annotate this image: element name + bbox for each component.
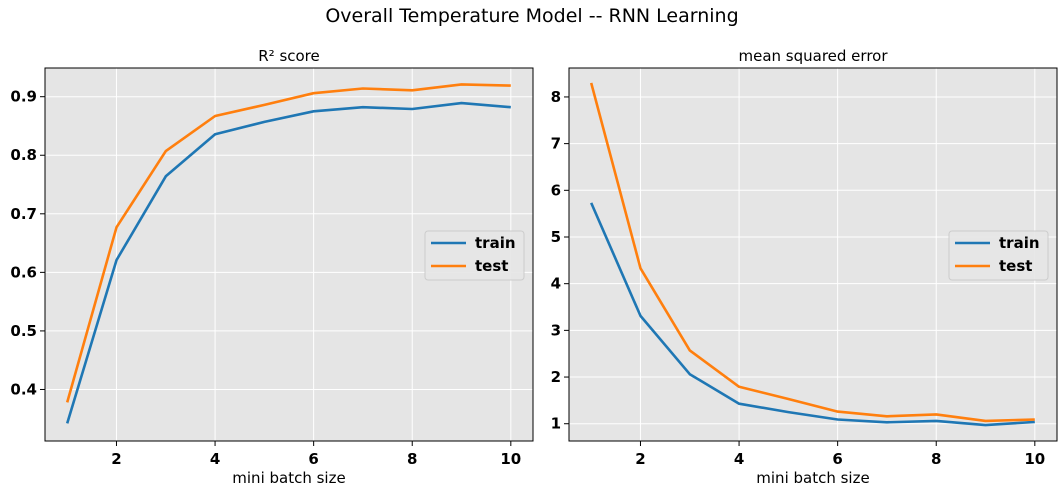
train-legend-label: train — [475, 234, 516, 252]
x-tick-label: 6 — [832, 450, 842, 468]
y-tick-label: 0.6 — [10, 263, 37, 281]
y-tick-label: 0.9 — [10, 88, 37, 106]
test-series-line — [589, 82, 1035, 423]
x-tick-label: 10 — [500, 450, 521, 468]
y-tick-label: 0.8 — [10, 146, 37, 164]
test-series-line — [65, 83, 511, 403]
y-tick-label: 8 — [551, 88, 561, 106]
x-axis-label: mini batch size — [756, 469, 869, 487]
x-tick-label: 10 — [1024, 450, 1045, 468]
legend: train test — [948, 230, 1049, 281]
y-tick-label: 0.7 — [10, 205, 37, 223]
y-tick-label: 1 — [551, 415, 561, 433]
subplot-title: mean squared error — [738, 47, 888, 65]
x-tick-label: 4 — [734, 450, 744, 468]
r2-score-panel: 2 4 6 8 10 0.4 0.5 0.6 0.7 0.8 0.9 R² score mini bat… — [10, 47, 534, 487]
y-tick-label: 7 — [551, 135, 561, 153]
axes-frame — [44, 67, 534, 442]
test-legend-label: test — [475, 257, 508, 275]
y-tick-label: 0.4 — [10, 380, 37, 398]
y-tick-label: 4 — [551, 275, 561, 293]
train-series-line — [590, 202, 1035, 427]
y-tick-label: 2 — [551, 368, 561, 386]
x-tick-label: 8 — [407, 450, 417, 468]
subplot-title: R² score — [258, 47, 320, 65]
x-tick-label: 2 — [635, 450, 645, 468]
y-tick-label: 3 — [551, 321, 561, 339]
x-tick-label: 6 — [308, 450, 318, 468]
y-tick-label: 0.5 — [10, 322, 37, 340]
x-axis-label: mini batch size — [232, 469, 345, 487]
x-tick-label: 2 — [111, 450, 121, 468]
train-legend-label: train — [999, 234, 1040, 252]
legend: train test — [424, 230, 525, 281]
figure-title: Overall Temperature Model -- RNN Learnin… — [325, 5, 738, 27]
axes-frame — [568, 67, 1058, 442]
test-legend-label: test — [999, 257, 1032, 275]
x-tick-label: 8 — [931, 450, 941, 468]
y-tick-label: 6 — [551, 181, 561, 199]
x-tick-label: 4 — [210, 450, 220, 468]
train-series-line — [65, 101, 511, 424]
y-tick-label: 5 — [551, 228, 561, 246]
